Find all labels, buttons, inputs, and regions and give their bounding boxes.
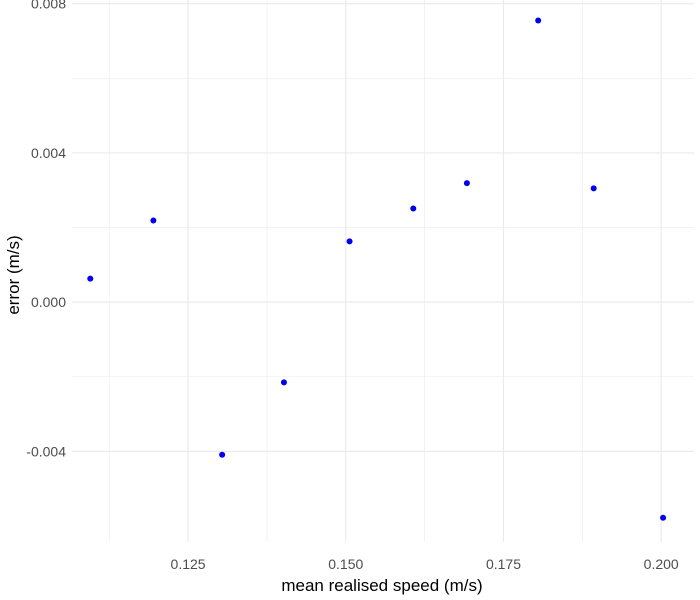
- y-tick-label: -0.004: [26, 443, 66, 459]
- data-point: [219, 451, 226, 458]
- y-axis-title: error (m/s): [4, 235, 23, 314]
- x-axis-ticks: 0.125 0.150 0.175 0.200: [171, 556, 679, 572]
- data-point: [535, 17, 542, 24]
- y-tick-label: 0.000: [31, 294, 66, 310]
- y-axis-ticks: 0.008 0.004 0.000 -0.004: [26, 0, 66, 459]
- data-point: [280, 379, 287, 386]
- x-tick-label: 0.175: [486, 556, 521, 572]
- x-axis-title: mean realised speed (m/s): [281, 576, 482, 595]
- x-tick-label: 0.200: [644, 556, 679, 572]
- grid: [72, 0, 694, 542]
- y-tick-label: 0.004: [31, 145, 66, 161]
- data-point: [463, 180, 470, 187]
- data-point: [150, 217, 157, 224]
- data-point: [410, 205, 417, 212]
- x-tick-label: 0.125: [171, 556, 206, 572]
- x-tick-label: 0.150: [328, 556, 363, 572]
- data-point: [346, 238, 353, 245]
- data-point: [660, 514, 667, 521]
- data-point: [87, 275, 94, 282]
- data-point: [590, 185, 597, 192]
- y-tick-label: 0.008: [31, 0, 66, 12]
- data-points: [87, 17, 667, 521]
